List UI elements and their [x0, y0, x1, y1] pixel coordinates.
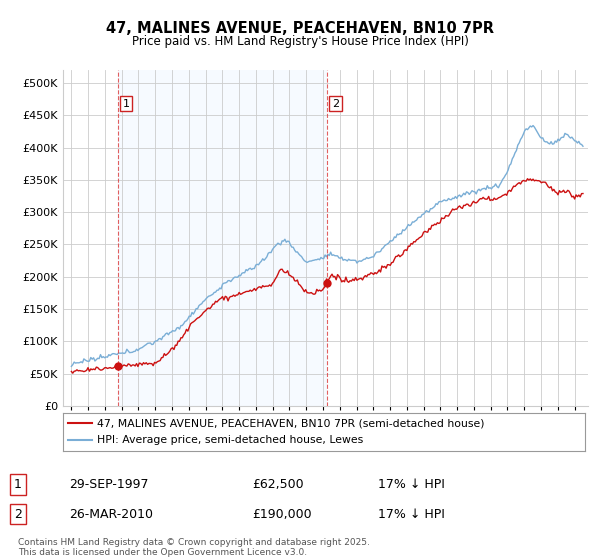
Text: 2: 2: [14, 507, 22, 521]
Text: Contains HM Land Registry data © Crown copyright and database right 2025.
This d: Contains HM Land Registry data © Crown c…: [18, 538, 370, 557]
Text: 17% ↓ HPI: 17% ↓ HPI: [378, 507, 445, 521]
Text: 26-MAR-2010: 26-MAR-2010: [69, 507, 153, 521]
Text: 2: 2: [332, 99, 339, 109]
Text: 1: 1: [14, 478, 22, 491]
Text: 47, MALINES AVENUE, PEACEHAVEN, BN10 7PR (semi-detached house): 47, MALINES AVENUE, PEACEHAVEN, BN10 7PR…: [97, 418, 484, 428]
Bar: [118, 70, 327, 406]
Text: 47, MALINES AVENUE, PEACEHAVEN, BN10 7PR: 47, MALINES AVENUE, PEACEHAVEN, BN10 7PR: [106, 21, 494, 36]
Text: £190,000: £190,000: [252, 507, 311, 521]
Text: 1: 1: [122, 99, 130, 109]
Text: HPI: Average price, semi-detached house, Lewes: HPI: Average price, semi-detached house,…: [97, 435, 363, 445]
Text: 17% ↓ HPI: 17% ↓ HPI: [378, 478, 445, 491]
Text: Price paid vs. HM Land Registry's House Price Index (HPI): Price paid vs. HM Land Registry's House …: [131, 35, 469, 48]
Text: £62,500: £62,500: [252, 478, 304, 491]
Text: 29-SEP-1997: 29-SEP-1997: [69, 478, 149, 491]
